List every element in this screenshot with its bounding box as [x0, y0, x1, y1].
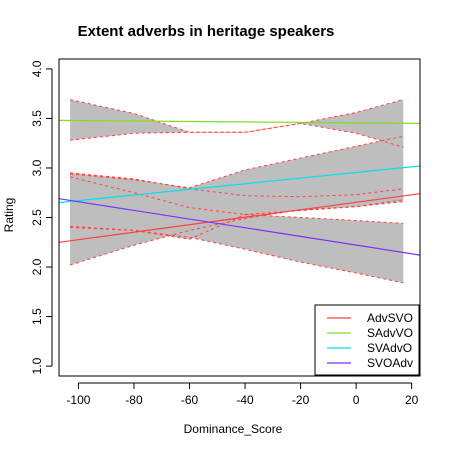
chart-title: Extent adverbs in heritage speakers: [78, 23, 335, 40]
x-tick-label: -40: [236, 393, 254, 407]
confidence-band-4: [70, 176, 404, 283]
series-line-svadvo: [59, 165, 420, 204]
x-axis: -100 -80 -60 -40 -20 0 20: [66, 382, 419, 407]
legend-label-svadvo: SVAdvO: [367, 341, 412, 355]
confidence-band-1: [70, 99, 404, 148]
x-tick-label: -80: [125, 393, 143, 407]
y-tick-label: 3.5: [30, 110, 44, 127]
legend-label-sadvvo: SAdvVO: [367, 326, 413, 340]
series-line-sadvvo: [59, 119, 420, 124]
legend-label-advsvo: AdvSVO: [367, 311, 413, 325]
confidence-band-4-lower-edge: [70, 226, 404, 284]
x-axis-label: Dominance_Score: [184, 422, 283, 436]
y-tick-label: 4.0: [30, 60, 44, 77]
x-tick-label: 20: [405, 393, 419, 407]
y-tick-label: 1.5: [30, 308, 44, 325]
y-tick-label: 2.5: [30, 209, 44, 226]
y-tick-label: 2.0: [30, 258, 44, 275]
confidence-band-3-lower-edge: [70, 201, 404, 240]
confidence-band-2-upper-edge: [70, 172, 404, 198]
confidence-band-1-lower-edge: [70, 122, 404, 148]
series-lines: [59, 119, 420, 256]
series-line-svoadv: [59, 198, 420, 256]
y-tick-label: 3.0: [30, 159, 44, 176]
series-line-advsvo: [59, 193, 420, 243]
y-axis-label: Rating: [2, 198, 16, 233]
y-axis: 1.0 1.5 2.0 2.5 3.0 3.5 4.0: [30, 60, 53, 374]
x-tick-label: 0: [353, 393, 360, 407]
plot-frame: [58, 58, 421, 377]
x-tick-label: -60: [181, 393, 199, 407]
confidence-band-4-upper-edge: [69, 176, 404, 224]
x-tick-label: -20: [292, 393, 310, 407]
x-tick-label: -100: [66, 393, 90, 407]
legend-label-svoadv: SVOAdv: [367, 356, 413, 370]
y-tick-label: 1.0: [30, 357, 44, 374]
confidence-band-2-lower-edge: [69, 199, 404, 266]
